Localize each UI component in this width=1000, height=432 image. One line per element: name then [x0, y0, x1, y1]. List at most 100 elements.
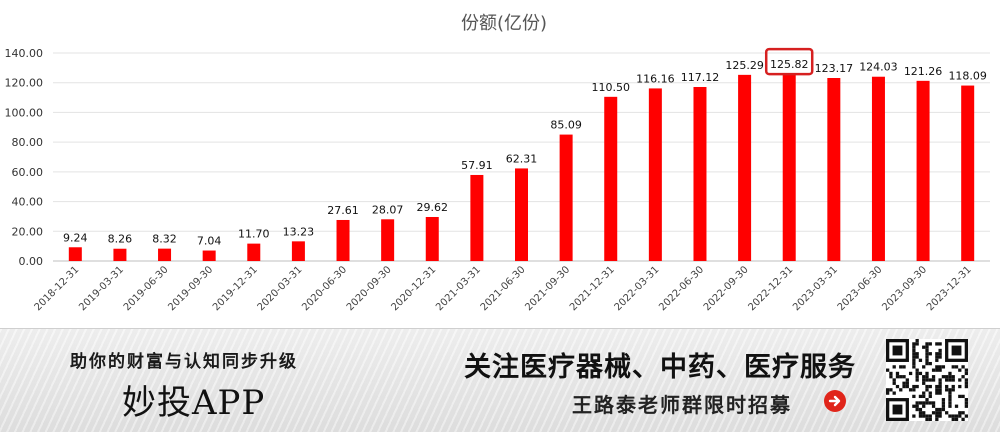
bar — [693, 86, 707, 262]
y-axis-ticks: 0.00 20.00 40.00 60.00 80.00 100.00 120.00 140.… — [5, 47, 44, 268]
qr-module — [935, 414, 939, 418]
qr-module — [886, 368, 890, 372]
qr-module — [925, 345, 929, 349]
bar — [738, 74, 752, 261]
data-label: 57.91 — [461, 159, 493, 172]
qr-module — [928, 401, 932, 405]
data-label: 116.16 — [636, 72, 675, 85]
qr-module — [922, 391, 926, 395]
qr-module — [935, 358, 939, 362]
qr-module — [928, 394, 932, 399]
qr-module — [931, 368, 936, 372]
qr-module — [961, 375, 965, 379]
x-tick-label: 2020-06-30 — [300, 264, 349, 313]
qr-module — [951, 375, 955, 379]
qr-module — [964, 414, 968, 418]
x-tick-label: 2021-06-30 — [479, 264, 528, 313]
data-label: 28.07 — [372, 203, 404, 216]
qr-module — [925, 378, 929, 382]
x-tick-label: 2020-03-31 — [256, 264, 305, 313]
bar — [113, 248, 127, 261]
qr-module — [925, 355, 929, 359]
qr-module — [945, 411, 949, 415]
bar — [68, 247, 82, 261]
qr-module — [935, 407, 939, 412]
data-label: 85.09 — [550, 119, 582, 132]
qr-module — [931, 401, 936, 405]
qr-module — [922, 404, 926, 408]
x-tick-label: 2019-12-31 — [211, 264, 260, 313]
qr-module — [938, 365, 942, 369]
qr-module — [915, 368, 919, 372]
data-label: 124.03 — [859, 61, 898, 74]
qr-module — [908, 371, 913, 376]
qr-module — [925, 352, 929, 356]
qr-module — [925, 388, 929, 392]
qr-module — [922, 365, 926, 369]
qr-module — [938, 348, 942, 353]
qr-module — [918, 407, 923, 412]
qr-module — [895, 371, 900, 376]
qr-module — [938, 368, 942, 372]
qr-module — [925, 401, 929, 405]
data-label: 27.61 — [327, 204, 359, 217]
data-label: 7.04 — [197, 235, 222, 248]
qr-module — [912, 384, 916, 389]
qr-module — [912, 345, 916, 349]
qr-module — [935, 365, 939, 369]
qr-module — [912, 404, 916, 408]
qr-module — [922, 401, 926, 405]
qr-module — [895, 384, 900, 389]
qr-module — [918, 371, 923, 376]
x-tick-label: 2021-09-30 — [523, 264, 572, 313]
bar — [916, 80, 930, 261]
qr-module — [928, 391, 932, 395]
qr-module — [922, 381, 926, 385]
y-tick-label: 0.00 — [19, 255, 44, 268]
qr-module — [925, 417, 929, 421]
qr-module — [935, 352, 939, 356]
qr-module — [931, 375, 936, 379]
qr-module — [958, 368, 962, 372]
qr-module — [889, 388, 893, 392]
qr-module — [915, 352, 919, 356]
chart-canvas: 份额(亿份) 0.00 20.00 40.00 60.00 80.00 100.00 120… — [5, 13, 990, 313]
qr-module — [935, 417, 939, 421]
qr-module — [925, 398, 929, 402]
qr-module — [925, 375, 929, 379]
banner-recruit-text[interactable]: 王路泰老师群限时招募 — [572, 393, 792, 417]
qr-module — [912, 365, 916, 369]
bar — [202, 250, 216, 261]
qr-module — [899, 375, 903, 379]
qr-module — [938, 378, 942, 382]
qr-module — [915, 404, 919, 408]
qr-module — [954, 365, 959, 369]
data-label: 62.31 — [506, 152, 538, 165]
banner-focus-text: 关注医疗器械、中药、医疗服务 — [464, 352, 856, 383]
qr-module — [941, 401, 946, 405]
qr-module — [938, 342, 942, 346]
x-tick-label: 2021-03-31 — [434, 264, 483, 313]
data-label: 121.26 — [904, 65, 943, 78]
qr-module — [915, 371, 919, 376]
qr-module — [915, 378, 919, 382]
promo-banner[interactable]: 助你的财富与认知同步升级 妙投APP 关注医疗器械、中药、医疗服务 王路泰老师群… — [0, 328, 1000, 432]
qr-code-icon[interactable] — [886, 339, 968, 421]
qr-module — [925, 348, 929, 353]
qr-module — [958, 411, 962, 415]
qr-module — [902, 381, 906, 385]
qr-module — [925, 358, 929, 362]
qr-module — [964, 404, 968, 408]
qr-module — [945, 388, 949, 392]
qr-module — [938, 384, 942, 389]
highlight-box — [764, 47, 814, 76]
arrow-right-circle-icon[interactable] — [824, 390, 846, 412]
qr-module — [902, 384, 906, 389]
qr-module — [912, 414, 916, 418]
qr-module — [889, 371, 893, 376]
x-tick-label: 2019-09-30 — [166, 264, 215, 313]
qr-module — [892, 378, 896, 382]
qr-module — [892, 404, 903, 415]
data-label: 8.26 — [108, 233, 133, 246]
app-name[interactable]: 妙投APP — [122, 383, 266, 423]
